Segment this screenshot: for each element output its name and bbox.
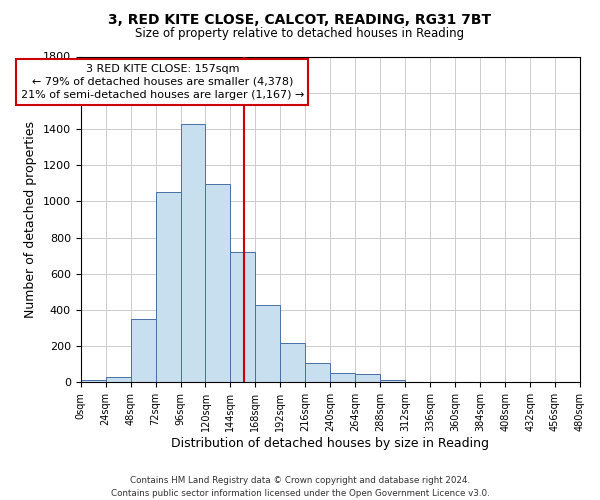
Bar [331, 372, 355, 382]
Bar [205, 184, 230, 382]
Bar [181, 124, 205, 382]
Bar [155, 192, 181, 382]
X-axis label: Distribution of detached houses by size in Reading: Distribution of detached houses by size … [172, 437, 490, 450]
Bar [80, 380, 106, 382]
Text: Contains HM Land Registry data © Crown copyright and database right 2024.
Contai: Contains HM Land Registry data © Crown c… [110, 476, 490, 498]
Text: 3, RED KITE CLOSE, CALCOT, READING, RG31 7BT: 3, RED KITE CLOSE, CALCOT, READING, RG31… [109, 12, 491, 26]
Bar [230, 252, 256, 382]
Bar [131, 319, 155, 382]
Y-axis label: Number of detached properties: Number of detached properties [24, 121, 37, 318]
Bar [106, 377, 131, 382]
Bar [380, 380, 405, 382]
Bar [256, 304, 280, 382]
Bar [280, 342, 305, 382]
Text: Size of property relative to detached houses in Reading: Size of property relative to detached ho… [136, 28, 464, 40]
Text: 3 RED KITE CLOSE: 157sqm
← 79% of detached houses are smaller (4,378)
21% of sem: 3 RED KITE CLOSE: 157sqm ← 79% of detach… [20, 64, 304, 100]
Bar [355, 374, 380, 382]
Bar [305, 364, 331, 382]
